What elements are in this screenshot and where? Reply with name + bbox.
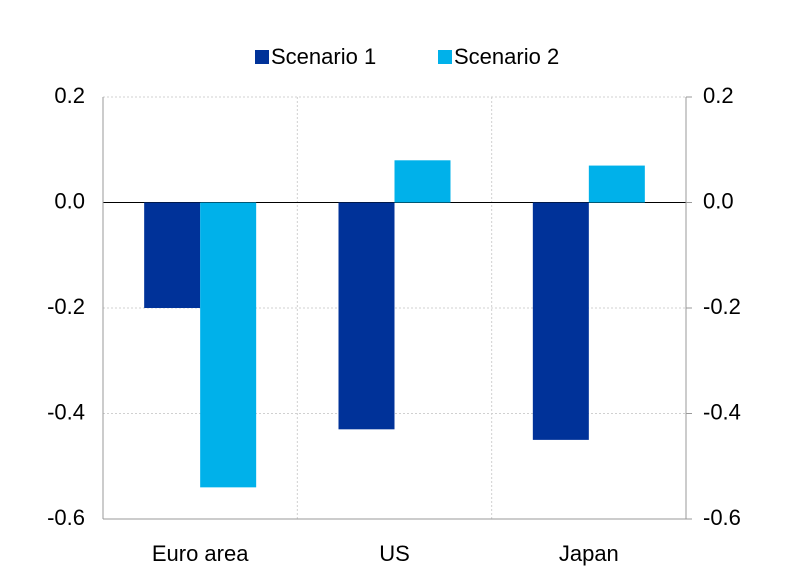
legend-swatch: [255, 50, 269, 64]
legend-label: Scenario 1: [271, 44, 376, 69]
y-tick-label: -0.4: [47, 399, 85, 424]
y-tick-label: -0.6: [47, 505, 85, 530]
y-tick-label: -0.2: [47, 294, 85, 319]
bar: [338, 202, 395, 430]
x-tick-label: US: [379, 541, 410, 566]
y-tick-label: 0.2: [54, 83, 85, 108]
y2-tick-label: -0.2: [703, 294, 741, 319]
bar: [144, 202, 201, 308]
x-tick-label: Euro area: [152, 541, 249, 566]
y2-tick-label: 0.2: [703, 83, 734, 108]
bar: [200, 202, 257, 488]
legend-swatch: [438, 50, 452, 64]
x-tick-label: Japan: [559, 541, 619, 566]
bar: [588, 165, 645, 203]
y-tick-label: 0.0: [54, 188, 85, 213]
y2-tick-label: -0.6: [703, 505, 741, 530]
y2-tick-label: -0.4: [703, 399, 741, 424]
bar: [532, 202, 589, 440]
legend-label: Scenario 2: [454, 44, 559, 69]
y2-tick-label: 0.0: [703, 188, 734, 213]
bar: [394, 160, 451, 203]
